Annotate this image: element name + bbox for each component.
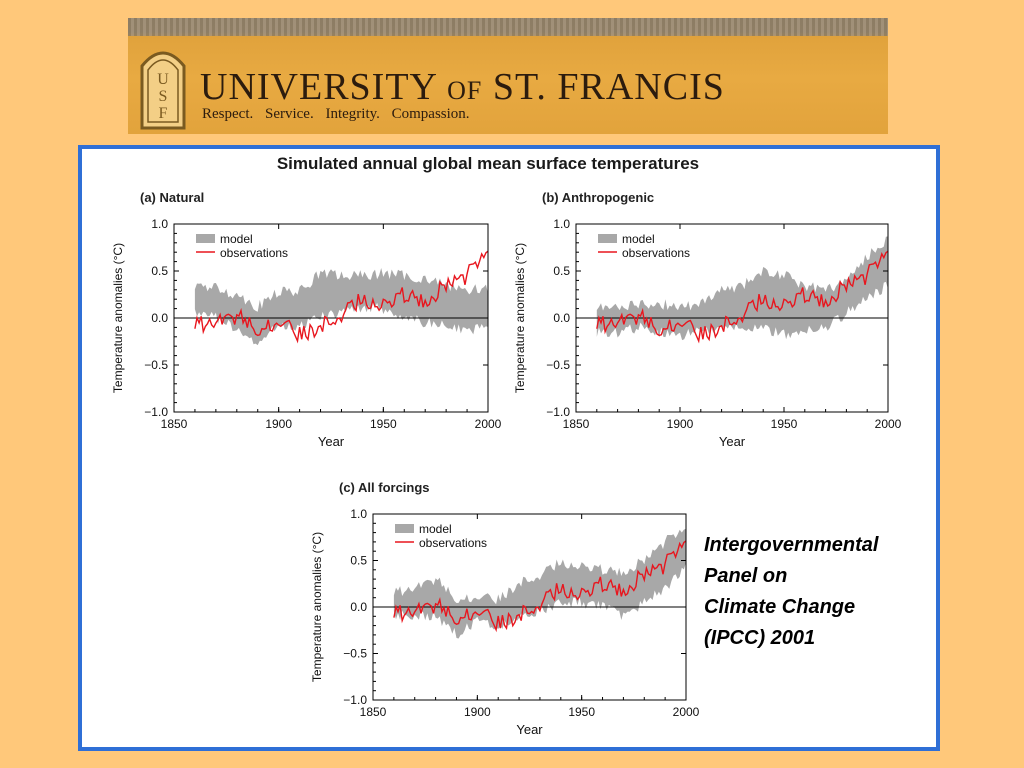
- legend-model-label: model: [419, 522, 452, 536]
- figure-canvas: Simulated annual global mean surface tem…: [82, 149, 936, 747]
- panel-title: (a) Natural: [140, 190, 204, 205]
- y-tick-label: −1.0: [144, 405, 168, 419]
- x-tick-label: 1900: [265, 417, 292, 431]
- chart-panels: (a) Natural 1850 1900 1950 2000 1.0 0.5 0.0 −0.5…: [111, 190, 902, 737]
- x-axis-label: Year: [719, 434, 746, 449]
- logo-letter-u: U: [157, 71, 169, 88]
- legend-observations-label: observations: [220, 246, 288, 260]
- logo-letter-s: S: [159, 88, 168, 105]
- university-name-place: ST. FRANCIS: [492, 66, 725, 108]
- chart-panel-3: (c) All forcings 1850 1900 1950 2000 1.0 0.5 0.…: [310, 480, 700, 737]
- university-banner: U S F UNIVERSITY OF ST. FRANCIS Respect.…: [128, 18, 888, 134]
- y-tick-label: −1.0: [546, 405, 570, 419]
- caption-line-2: Panel on: [704, 565, 788, 587]
- legend-model-swatch: [598, 234, 617, 243]
- legend-observations-label: observations: [622, 246, 690, 260]
- y-tick-label: 0.5: [151, 264, 168, 278]
- y-tick-label: 1.0: [350, 507, 367, 521]
- x-tick-label: 2000: [875, 417, 902, 431]
- y-tick-label: 0.0: [350, 600, 367, 614]
- observations-line: [393, 540, 687, 633]
- legend-model-swatch: [196, 234, 215, 243]
- figure-title: Simulated annual global mean surface tem…: [277, 154, 699, 173]
- y-tick-label: 0.0: [553, 311, 570, 325]
- panel-title: (c) All forcings: [339, 480, 430, 495]
- x-axis-label: Year: [516, 722, 543, 737]
- x-tick-label: 1850: [360, 705, 387, 719]
- caption-line-1: Intergovernmental: [704, 534, 879, 556]
- observations-line: [596, 250, 889, 344]
- x-tick-label: 2000: [673, 705, 700, 719]
- y-tick-label: −0.5: [546, 358, 570, 372]
- x-tick-label: 2000: [475, 417, 502, 431]
- y-tick-label: 1.0: [151, 217, 168, 231]
- legend-model-label: model: [220, 232, 253, 246]
- x-tick-label: 1950: [771, 417, 798, 431]
- x-tick-label: 1950: [568, 705, 595, 719]
- chart-panel-1: (a) Natural 1850 1900 1950 2000 1.0 0.5 0.0 −0.5…: [111, 190, 502, 449]
- observations-line: [194, 250, 489, 344]
- university-name-of: OF: [447, 76, 483, 105]
- legend-model-swatch: [395, 524, 414, 533]
- y-tick-label: 1.0: [553, 217, 570, 231]
- model-band: [194, 268, 488, 346]
- banner-stripe: [128, 18, 888, 36]
- legend-observations-label: observations: [419, 536, 487, 550]
- caption-line-4: (IPCC) 2001: [704, 627, 816, 649]
- university-tagline: Respect. Service. Integrity. Compassion.: [202, 106, 470, 122]
- y-axis-label: Temperature anomalies (°C): [513, 243, 527, 393]
- x-axis-label: Year: [318, 434, 345, 449]
- logo-letter-f: F: [159, 105, 168, 122]
- caption-line-3: Climate Change: [704, 596, 856, 618]
- y-tick-label: 0.5: [350, 554, 367, 568]
- y-tick-label: −0.5: [144, 358, 168, 372]
- x-tick-label: 1950: [370, 417, 397, 431]
- chart-panel-2: (b) Anthropogenic 1850 1900 1950 2000 1.0 0.5 0…: [513, 190, 902, 449]
- model-band: [596, 236, 888, 341]
- x-tick-label: 1850: [563, 417, 590, 431]
- university-name: UNIVERSITY OF ST. FRANCIS: [200, 68, 725, 106]
- figure-frame: Simulated annual global mean surface tem…: [78, 145, 940, 751]
- x-tick-label: 1900: [667, 417, 694, 431]
- y-tick-label: 0.0: [151, 311, 168, 325]
- figure-svg: Simulated annual global mean surface tem…: [111, 154, 902, 737]
- x-tick-label: 1900: [464, 705, 491, 719]
- ipcc-caption: Intergovernmental Panel on Climate Chang…: [704, 530, 944, 654]
- legend-model-label: model: [622, 232, 655, 246]
- y-tick-label: −0.5: [343, 647, 367, 661]
- university-name-main: UNIVERSITY: [200, 66, 437, 108]
- y-tick-label: −1.0: [343, 693, 367, 707]
- y-tick-label: 0.5: [553, 264, 570, 278]
- y-axis-label: Temperature anomalies (°C): [111, 243, 125, 393]
- y-axis-label: Temperature anomalies (°C): [310, 532, 324, 682]
- university-logo-icon: U S F: [140, 51, 186, 130]
- x-tick-label: 1850: [161, 417, 188, 431]
- panel-title: (b) Anthropogenic: [542, 190, 654, 205]
